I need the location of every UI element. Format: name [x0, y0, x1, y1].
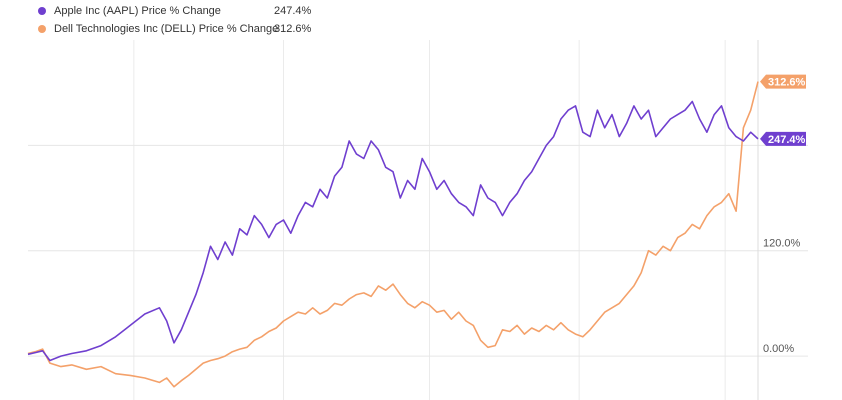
y-tick-label-1: 120.0%	[763, 238, 801, 250]
end-labels: 247.4% 312.6%	[760, 74, 806, 146]
y-axis: 0.00% 120.0%	[763, 238, 801, 355]
grid	[28, 40, 808, 400]
series-layer	[27, 81, 759, 388]
legend-item-aapl[interactable]: Apple Inc (AAPL) Price % Change 247.4%	[38, 2, 328, 20]
end-label-text-dell: 312.6%	[768, 77, 806, 89]
legend-label-dell: Dell Technologies Inc (DELL) Price % Cha…	[54, 23, 279, 35]
series-line-dell	[27, 81, 759, 388]
legend: Apple Inc (AAPL) Price % Change 247.4% D…	[38, 2, 328, 38]
end-label-aapl: 247.4%	[760, 131, 806, 146]
legend-swatch-aapl	[38, 7, 46, 15]
legend-item-dell[interactable]: Dell Technologies Inc (DELL) Price % Cha…	[38, 20, 328, 38]
legend-value-aapl: 247.4%	[274, 5, 312, 17]
end-label-text-aapl: 247.4%	[768, 134, 806, 146]
end-label-bg-aapl	[760, 131, 806, 146]
end-label-dell: 312.6%	[760, 74, 806, 89]
legend-swatch-dell	[38, 25, 46, 33]
end-label-bg-dell	[760, 74, 806, 89]
y-tick-label-0: 0.00%	[763, 343, 794, 355]
series-line-aapl	[27, 100, 759, 362]
legend-label-aapl: Apple Inc (AAPL) Price % Change	[54, 5, 221, 17]
legend-value-dell: 312.6%	[274, 23, 312, 35]
